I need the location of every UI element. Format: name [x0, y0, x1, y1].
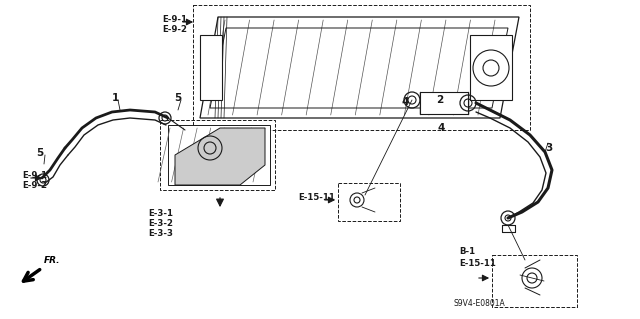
Bar — [492, 255, 577, 307]
Polygon shape — [175, 128, 265, 185]
Bar — [168, 125, 270, 185]
Bar — [193, 5, 530, 130]
Bar — [470, 35, 512, 100]
Bar — [160, 120, 275, 190]
Text: 2: 2 — [436, 95, 444, 105]
Text: B-1: B-1 — [459, 248, 475, 256]
Text: E-3-1: E-3-1 — [148, 209, 173, 218]
Bar — [420, 92, 468, 114]
Bar — [338, 183, 400, 221]
Text: FR.: FR. — [44, 256, 61, 265]
Text: 4: 4 — [438, 123, 445, 133]
Text: 1: 1 — [111, 93, 118, 103]
Text: E-15-11: E-15-11 — [459, 258, 496, 268]
Text: E-9-1: E-9-1 — [162, 14, 187, 24]
Text: 3: 3 — [545, 143, 552, 153]
Polygon shape — [200, 17, 519, 118]
Text: E-9-1: E-9-1 — [22, 170, 47, 180]
Bar — [200, 35, 222, 100]
Text: 5: 5 — [36, 148, 44, 158]
Text: E-3-2: E-3-2 — [148, 219, 173, 227]
Text: E-3-3: E-3-3 — [148, 228, 173, 238]
Text: 5: 5 — [174, 93, 182, 103]
Text: E-9-2: E-9-2 — [162, 25, 187, 33]
Text: E-15-11: E-15-11 — [298, 194, 335, 203]
Text: 4: 4 — [401, 97, 409, 107]
Text: E-9-2: E-9-2 — [22, 181, 47, 189]
Text: S9V4-E0801A: S9V4-E0801A — [453, 299, 505, 308]
